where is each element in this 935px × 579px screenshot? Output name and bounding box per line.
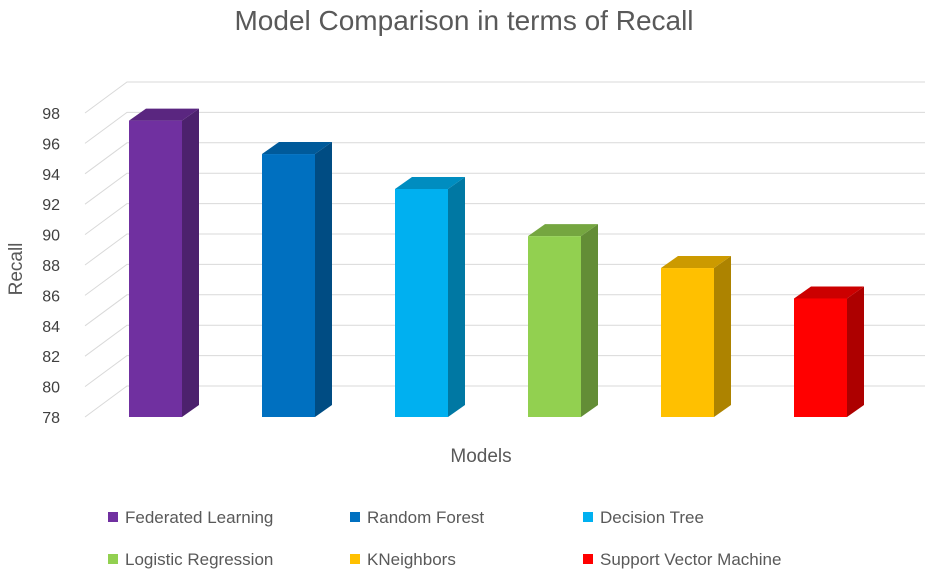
bar-side: [714, 256, 731, 417]
y-tick-label: 90: [42, 228, 60, 245]
bar-top: [129, 108, 199, 121]
y-tick-label: 82: [42, 349, 60, 366]
bar-top: [661, 256, 731, 269]
y-tick-label: 92: [42, 197, 60, 214]
bar: [528, 224, 598, 417]
bar: [129, 108, 199, 417]
gridline: [84, 203, 925, 236]
bar-front: [129, 120, 182, 417]
bar-side: [847, 286, 864, 417]
legend-item: Support Vector Machine: [583, 550, 781, 569]
gridline: [84, 142, 925, 175]
y-tick-label: 86: [42, 288, 60, 305]
bar-front: [395, 189, 448, 417]
gridline: [84, 324, 925, 357]
legend-item: Random Forest: [350, 508, 484, 527]
bar-front: [661, 268, 714, 417]
gridline: [84, 263, 925, 296]
y-axis-title: Recall: [6, 243, 27, 296]
legend-label: KNeighbors: [367, 550, 456, 569]
bar-side: [315, 142, 332, 418]
gridline: [84, 172, 925, 205]
gridline: [84, 355, 925, 388]
legend-label: Logistic Regression: [125, 550, 273, 569]
legend-label: Decision Tree: [600, 508, 704, 527]
bar-side: [448, 177, 465, 417]
legend-swatch: [350, 512, 360, 522]
bar: [395, 177, 465, 417]
y-tick-label: 84: [42, 319, 60, 336]
bar: [262, 142, 332, 418]
bar: [661, 256, 731, 417]
gridline: [84, 111, 925, 144]
y-tick-label: 88: [42, 258, 60, 275]
legend-swatch: [583, 512, 593, 522]
bars: [129, 108, 864, 418]
legend-swatch: [583, 554, 593, 564]
bar-side: [182, 108, 199, 417]
gridline: [84, 385, 925, 418]
legend-label: Random Forest: [367, 508, 484, 527]
y-tick-label: 94: [42, 167, 60, 184]
legend-label: Federated Learning: [125, 508, 273, 527]
gridlines: [84, 81, 925, 418]
gridline: [84, 81, 925, 114]
bar-top: [262, 142, 332, 155]
legend-swatch: [350, 554, 360, 564]
bar-front: [262, 154, 315, 418]
legend-label: Support Vector Machine: [600, 550, 781, 569]
legend-item: KNeighbors: [350, 550, 456, 569]
legend-item: Logistic Regression: [108, 550, 273, 569]
bar-top: [395, 177, 465, 189]
legend: Federated Learning Random Forest Decision …: [108, 508, 781, 569]
chart-title: Model Comparison in terms of Recall: [234, 5, 693, 36]
y-axis-ticks: 78 80 82 84 86 88 90 92 94 96 98: [42, 106, 60, 427]
bar-top: [794, 286, 864, 299]
legend-swatch: [108, 554, 118, 564]
y-tick-label: 96: [42, 136, 60, 153]
y-tick-label: 78: [42, 410, 60, 427]
bar-side: [581, 224, 598, 417]
x-axis-title: Models: [450, 446, 511, 467]
gridline: [84, 233, 925, 266]
bar-top: [528, 224, 598, 237]
y-tick-label: 80: [42, 380, 60, 397]
bar-front: [794, 298, 847, 417]
bar-front: [528, 236, 581, 417]
legend-item: Decision Tree: [583, 508, 704, 527]
legend-item: Federated Learning: [108, 508, 273, 527]
y-tick-label: 98: [42, 106, 60, 123]
bar: [794, 286, 864, 417]
gridline: [84, 294, 925, 327]
legend-swatch: [108, 512, 118, 522]
